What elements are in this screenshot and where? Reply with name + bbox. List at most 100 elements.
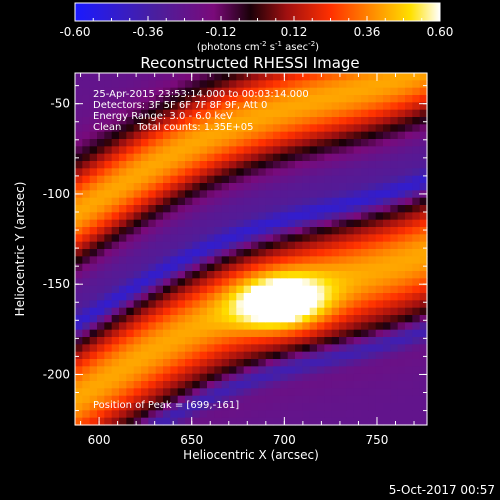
heatmap-cell [419, 117, 428, 125]
heatmap-cell [155, 329, 164, 338]
heatmap-cell [199, 227, 208, 235]
heatmap-cell [405, 241, 413, 250]
heatmap-cell [309, 329, 318, 338]
heatmap-cell [75, 234, 83, 243]
heatmap-cell [324, 146, 333, 155]
heatmap-cell [97, 87, 105, 96]
heatmap-cell [295, 351, 303, 360]
heatmap-cell [251, 102, 259, 111]
heatmap-cell [346, 395, 355, 404]
heatmap-cell [309, 205, 318, 213]
heatmap-cell [192, 256, 201, 265]
heatmap-cell [89, 366, 98, 375]
heatmap-cell [214, 168, 223, 177]
heatmap-cell [295, 73, 303, 81]
heatmap-cell [214, 417, 223, 426]
heatmap-cell [287, 183, 296, 191]
heatmap-cell [111, 256, 120, 265]
heatmap-cell [412, 80, 421, 89]
heatmap-cell [207, 241, 215, 250]
heatmap-cell [383, 168, 391, 177]
heatmap-cell [412, 161, 421, 169]
heatmap-cell [412, 271, 421, 279]
heatmap-cell [192, 315, 201, 323]
heatmap-cell [170, 102, 179, 111]
heatmap-cell [133, 102, 142, 111]
heatmap-cell [148, 351, 157, 360]
heatmap-cell [361, 381, 369, 389]
heatmap-cell [405, 307, 413, 316]
heatmap-cell [133, 146, 142, 155]
heatmap-cell [251, 395, 259, 404]
heatmap-cell [251, 403, 259, 411]
heatmap-cell [214, 300, 223, 309]
heatmap-cell [302, 263, 311, 272]
heatmap-cell [221, 102, 230, 111]
heatmap-cell [280, 278, 289, 287]
heatmap-cell [309, 73, 318, 81]
heatmap-cell [243, 337, 252, 345]
heatmap-cell [302, 373, 311, 382]
heatmap-cell [317, 175, 325, 184]
heatmap-cell [207, 366, 215, 375]
heatmap-cell [177, 344, 186, 353]
heatmap-cell [412, 417, 421, 426]
heatmap-cell [287, 351, 296, 360]
heatmap-cell [331, 300, 340, 309]
heatmap-cell [97, 249, 105, 257]
heatmap-cell [265, 395, 274, 404]
heatmap-cell [192, 227, 201, 235]
heatmap-cell [170, 322, 179, 331]
heatmap-cell [287, 109, 296, 118]
heatmap-cell [148, 307, 157, 316]
heatmap-cell [258, 381, 267, 389]
heatmap-cell [170, 285, 179, 294]
heatmap-cell [155, 227, 164, 235]
heatmap-cell [317, 183, 325, 191]
heatmap-cell [155, 395, 164, 404]
heatmap-cell [339, 403, 347, 411]
heatmap-cell [207, 95, 215, 103]
heatmap-cell [405, 102, 413, 111]
heatmap-cell [170, 190, 179, 199]
heatmap-cell [221, 249, 230, 257]
heatmap-cell [353, 322, 362, 331]
heatmap-cell [331, 271, 340, 279]
heatmap-cell [339, 388, 347, 397]
heatmap-cell [273, 95, 281, 103]
heatmap-cell [295, 80, 303, 89]
heatmap-cell [192, 212, 201, 221]
heatmap-cell [419, 212, 428, 221]
heatmap-cell [280, 241, 289, 250]
heatmap-cell [170, 417, 179, 426]
heatmap-cell [258, 307, 267, 316]
heatmap-cell [236, 109, 245, 118]
heatmap-cell [339, 212, 347, 221]
heatmap-cell [295, 183, 303, 191]
heatmap-cell [331, 395, 340, 404]
heatmap-cell [229, 256, 237, 265]
heatmap-cell [419, 95, 428, 103]
heatmap-cell [141, 190, 149, 199]
heatmap-cell [309, 87, 318, 96]
heatmap-cell [280, 168, 289, 177]
heatmap-cell [192, 388, 201, 397]
heatmap-cell [243, 293, 252, 301]
heatmap-cell [148, 271, 157, 279]
heatmap-cell [82, 139, 91, 147]
heatmap-cell [419, 73, 428, 81]
heatmap-cell [89, 351, 98, 360]
heatmap-cell [177, 359, 186, 367]
heatmap-cell [185, 146, 193, 155]
heatmap-cell [199, 131, 208, 140]
heatmap-cell [104, 73, 113, 81]
heatmap-cell [309, 124, 318, 133]
heatmap-cell [368, 102, 377, 111]
heatmap-cell [353, 307, 362, 316]
heatmap-cell [243, 351, 252, 360]
heatmap-cell [353, 263, 362, 272]
heatmap-cell [412, 197, 421, 206]
heatmap-cell [251, 73, 259, 81]
colorbar-tick-label: 0.12 [281, 25, 308, 39]
heatmap-cell [229, 146, 237, 155]
